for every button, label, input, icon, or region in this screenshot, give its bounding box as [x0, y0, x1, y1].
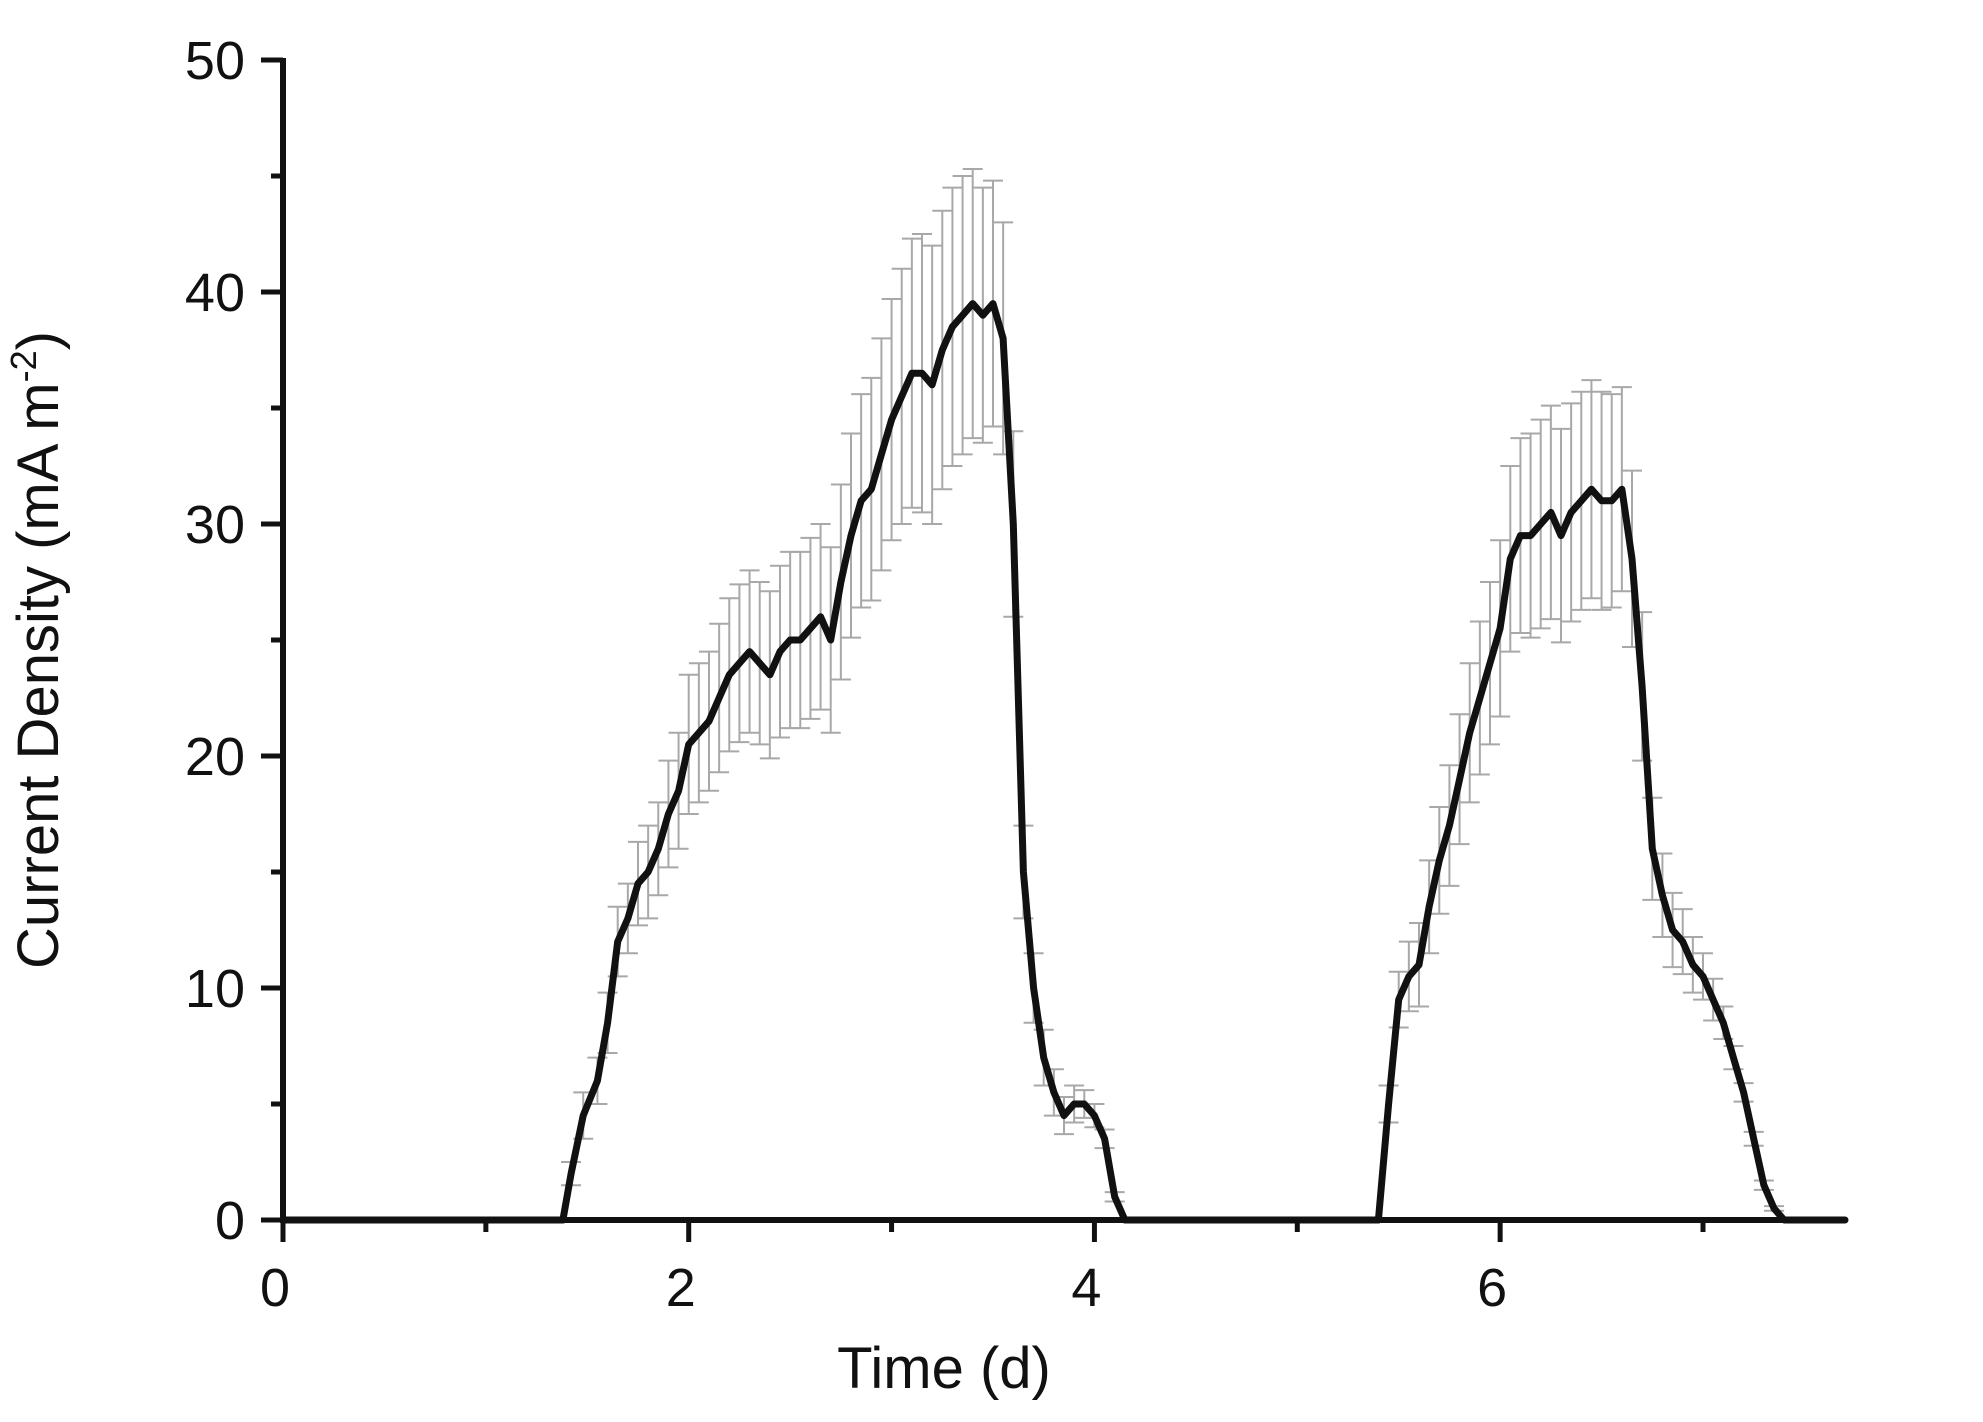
- x-axis-title: Time (d): [837, 1336, 1051, 1401]
- y-axis-title-end: ): [6, 331, 71, 350]
- x-tick-label: 0: [260, 1258, 290, 1318]
- error-bars: [561, 168, 1784, 1212]
- y-tick-label: 20: [185, 727, 245, 787]
- y-axis-title-sup: -2: [3, 350, 44, 382]
- x-tick-label: 4: [1071, 1258, 1101, 1318]
- series-group: [279, 300, 1849, 1224]
- x-tick-label: 2: [666, 1258, 696, 1318]
- y-tick-label: 10: [185, 959, 245, 1019]
- axes: [280, 58, 1845, 1223]
- y-axis-title-main: Current Density (mA m: [6, 382, 71, 969]
- y-axis-title: Current Density (mA m-2): [3, 331, 71, 969]
- y-tick-label: 50: [185, 31, 245, 91]
- ticks: 0 10 20 30 40 50 0 2 4 6: [185, 31, 1706, 1318]
- y-tick-label: 40: [185, 263, 245, 323]
- series-line: [279, 300, 1849, 1224]
- x-tick-label: 6: [1477, 1258, 1507, 1318]
- y-tick-label: 30: [185, 495, 245, 555]
- y-tick-label: 0: [215, 1191, 245, 1251]
